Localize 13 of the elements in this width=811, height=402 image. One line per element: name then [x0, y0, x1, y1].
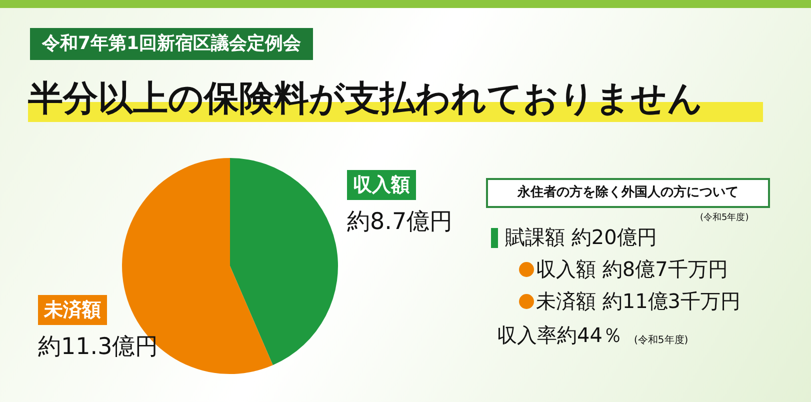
chart-subtitle: 令和7年第1回新宿区議会定例会 — [30, 28, 314, 60]
pie-slice — [230, 158, 338, 366]
slice-label: 収入額 — [347, 170, 416, 200]
text: 永住者の方を除く外国人の方について — [486, 178, 770, 208]
data-label: 約11.3億円 — [38, 333, 158, 362]
text: 未済額 約11億3千万円 — [536, 288, 741, 315]
text: (令和5年度) — [634, 334, 688, 347]
data-label: 約8.7億円 — [347, 208, 453, 237]
slice-label: 未済額 — [38, 295, 107, 325]
text: 収入額 約8億7千万円 — [536, 256, 728, 283]
text: 賦課額 約20億円 — [505, 224, 657, 251]
text: 収入率約44％ — [497, 322, 622, 349]
text: (令和5年度) — [700, 212, 749, 224]
